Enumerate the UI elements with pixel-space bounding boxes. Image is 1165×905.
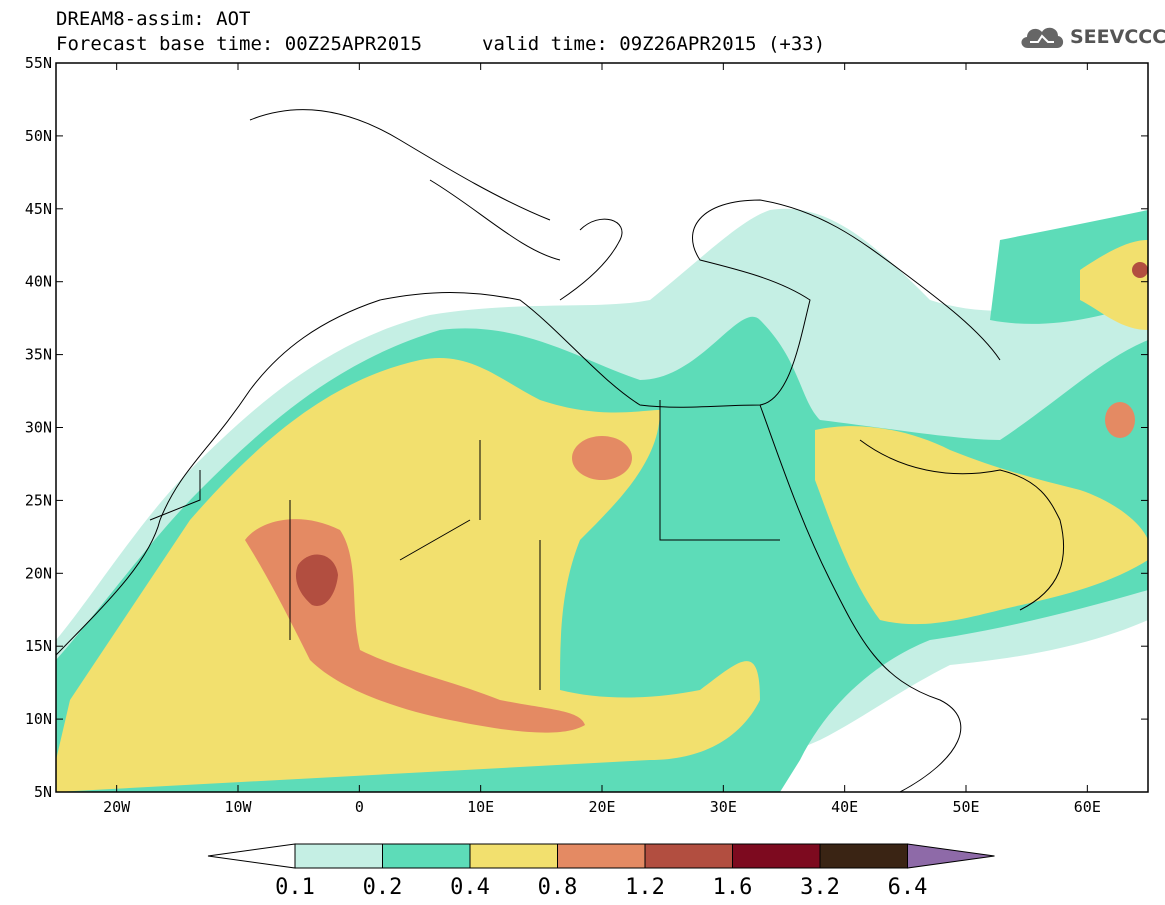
colorbar-label: 6.4 bbox=[888, 875, 928, 900]
lon-tick-label: 10E bbox=[467, 798, 494, 816]
lat-tick-label: 30N bbox=[25, 419, 52, 437]
lon-tick-label: 10W bbox=[224, 798, 252, 816]
aot-band-1.2 bbox=[295, 554, 338, 606]
aot-band-0.8-libya bbox=[572, 436, 632, 480]
colorbar-label: 0.8 bbox=[538, 875, 578, 900]
aot-band-0.4-ne bbox=[1080, 240, 1148, 330]
lon-tick-label: 20W bbox=[103, 798, 131, 816]
valid-time-label: valid time: 09Z26APR2015 (+33) bbox=[482, 33, 826, 55]
logo-text: SEEVCCC bbox=[1070, 26, 1165, 48]
lon-tick-label: 30E bbox=[710, 798, 737, 816]
lat-tick-label: 50N bbox=[25, 127, 52, 145]
lat-tick-label: 45N bbox=[25, 200, 52, 218]
aot-band-1.2-ne bbox=[1132, 262, 1148, 278]
lat-tick-label: 20N bbox=[25, 564, 52, 582]
colorbar-segment bbox=[644, 843, 733, 869]
aot-band-0.4-arabia bbox=[815, 426, 1148, 625]
colorbar-segment bbox=[819, 843, 908, 869]
lon-tick-label: 0 bbox=[355, 798, 364, 816]
colorbar-segment bbox=[382, 843, 471, 869]
colorbar-segment bbox=[469, 843, 558, 869]
colorbar-label: 0.1 bbox=[275, 875, 315, 900]
lon-tick-label: 20E bbox=[588, 798, 615, 816]
colorbar-label: 1.6 bbox=[713, 875, 753, 900]
lon-tick-label: 40E bbox=[831, 798, 858, 816]
seevccc-logo: SEEVCCC bbox=[1018, 22, 1165, 54]
lat-tick-label: 15N bbox=[25, 637, 52, 655]
colorbar-segment bbox=[294, 843, 383, 869]
colorbar-segment bbox=[557, 843, 646, 869]
colorbar-low-arrow bbox=[207, 843, 296, 869]
aot-band-0.8-iran bbox=[1105, 402, 1135, 438]
longitude-ticks: 20W 10W 0 10E 20E 30E 40E 50E 60E bbox=[103, 63, 1101, 816]
lat-tick-label: 25N bbox=[25, 491, 52, 509]
lat-tick-label: 55N bbox=[25, 54, 52, 72]
colorbar-high-arrow bbox=[907, 843, 995, 869]
colorbar-segment bbox=[732, 843, 821, 869]
aot-field bbox=[56, 208, 1148, 792]
lat-tick-label: 40N bbox=[25, 273, 52, 291]
colorbar-label: 0.4 bbox=[450, 875, 490, 900]
base-time-label: Forecast base time: 00Z25APR2015 bbox=[56, 33, 423, 55]
lat-tick-label: 5N bbox=[34, 783, 52, 801]
latitude-ticks: 5N 10N 15N 20N 25N 30N 35N 40N 45N 50N 55N bbox=[25, 54, 1148, 801]
map-title: DREAM8-assim: AOT bbox=[56, 8, 251, 30]
colorbar: 0.1 0.2 0.4 0.8 1.2 1.6 3.2 6.4 bbox=[207, 843, 995, 900]
coastlines bbox=[56, 109, 1065, 792]
colorbar-label: 1.2 bbox=[625, 875, 665, 900]
lon-tick-label: 60E bbox=[1074, 798, 1101, 816]
colorbar-label: 0.2 bbox=[363, 875, 403, 900]
lon-tick-label: 50E bbox=[952, 798, 979, 816]
cloud-icon bbox=[1021, 27, 1064, 48]
lat-tick-label: 35N bbox=[25, 346, 52, 364]
lat-tick-label: 10N bbox=[25, 710, 52, 728]
colorbar-label: 3.2 bbox=[800, 875, 840, 900]
